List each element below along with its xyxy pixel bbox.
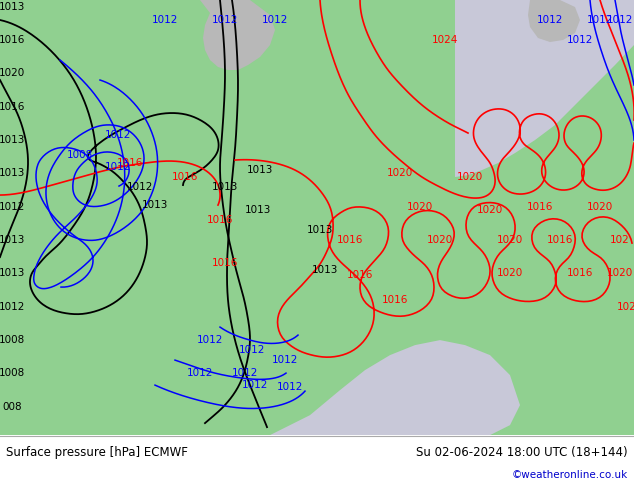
Text: Surface pressure [hPa] ECMWF: Surface pressure [hPa] ECMWF <box>6 445 188 459</box>
Text: 1012: 1012 <box>127 182 153 192</box>
Text: 1012: 1012 <box>277 382 303 392</box>
Polygon shape <box>200 0 275 70</box>
Text: 1016: 1016 <box>382 295 408 305</box>
Text: 1024: 1024 <box>432 35 458 45</box>
Text: 1013: 1013 <box>0 135 25 145</box>
Text: 1012: 1012 <box>105 162 131 172</box>
Text: 1013: 1013 <box>307 225 333 235</box>
Text: 1012: 1012 <box>0 302 25 312</box>
Text: Su 02-06-2024 18:00 UTC (18+144): Su 02-06-2024 18:00 UTC (18+144) <box>417 445 628 459</box>
Text: 1016: 1016 <box>117 158 143 168</box>
Text: 1016: 1016 <box>207 215 233 225</box>
Text: 1013: 1013 <box>247 165 273 175</box>
Text: 1020: 1020 <box>617 302 634 312</box>
Text: 1020: 1020 <box>427 235 453 245</box>
Text: 1016: 1016 <box>547 235 573 245</box>
Text: 1012: 1012 <box>197 335 223 345</box>
Text: 1012: 1012 <box>272 355 298 365</box>
Text: 1020: 1020 <box>457 172 483 182</box>
Text: 1013: 1013 <box>0 168 25 178</box>
Polygon shape <box>528 0 580 42</box>
Text: 1020: 1020 <box>587 202 613 212</box>
Text: 1020: 1020 <box>497 235 523 245</box>
Text: 1012: 1012 <box>242 380 268 390</box>
Text: 1020: 1020 <box>607 268 633 278</box>
Text: 102: 102 <box>610 235 630 245</box>
Text: 1016: 1016 <box>527 202 553 212</box>
Text: 1012: 1012 <box>262 15 288 25</box>
Text: 1020: 1020 <box>477 205 503 215</box>
Text: 1020: 1020 <box>497 268 523 278</box>
Text: 1016: 1016 <box>347 270 373 280</box>
Text: 1013: 1013 <box>0 268 25 278</box>
Text: 1016: 1016 <box>567 268 593 278</box>
Polygon shape <box>270 340 520 435</box>
Text: 1008: 1008 <box>67 150 93 160</box>
Text: 1013: 1013 <box>0 2 25 12</box>
Text: 1012: 1012 <box>587 15 613 25</box>
Text: 1008: 1008 <box>0 368 25 378</box>
Text: 1012: 1012 <box>607 15 633 25</box>
Text: 1013: 1013 <box>312 265 338 275</box>
Text: 1008: 1008 <box>0 335 25 345</box>
Text: 1012: 1012 <box>0 202 25 212</box>
Text: 1020: 1020 <box>387 168 413 178</box>
Text: 1020: 1020 <box>407 202 433 212</box>
Text: 1013: 1013 <box>0 235 25 245</box>
Text: 1012: 1012 <box>232 368 258 378</box>
Text: 1012: 1012 <box>567 35 593 45</box>
Text: 1012: 1012 <box>105 130 131 140</box>
Text: 1012: 1012 <box>212 15 238 25</box>
Text: 1012: 1012 <box>239 345 265 355</box>
Text: 1016: 1016 <box>0 35 25 45</box>
Text: 008: 008 <box>2 402 22 412</box>
Text: 1016: 1016 <box>337 235 363 245</box>
Text: 1013: 1013 <box>142 200 168 210</box>
Text: 1012: 1012 <box>187 368 213 378</box>
Text: 1013: 1013 <box>212 182 238 192</box>
Text: 1012: 1012 <box>152 15 178 25</box>
Text: 1013: 1013 <box>245 205 271 215</box>
Text: 1016: 1016 <box>172 172 198 182</box>
Text: 1016: 1016 <box>0 102 25 112</box>
Polygon shape <box>455 0 634 177</box>
Text: 1012: 1012 <box>537 15 563 25</box>
Text: 1020: 1020 <box>0 68 25 78</box>
Text: 1016: 1016 <box>212 258 238 268</box>
Text: ©weatheronline.co.uk: ©weatheronline.co.uk <box>512 470 628 480</box>
